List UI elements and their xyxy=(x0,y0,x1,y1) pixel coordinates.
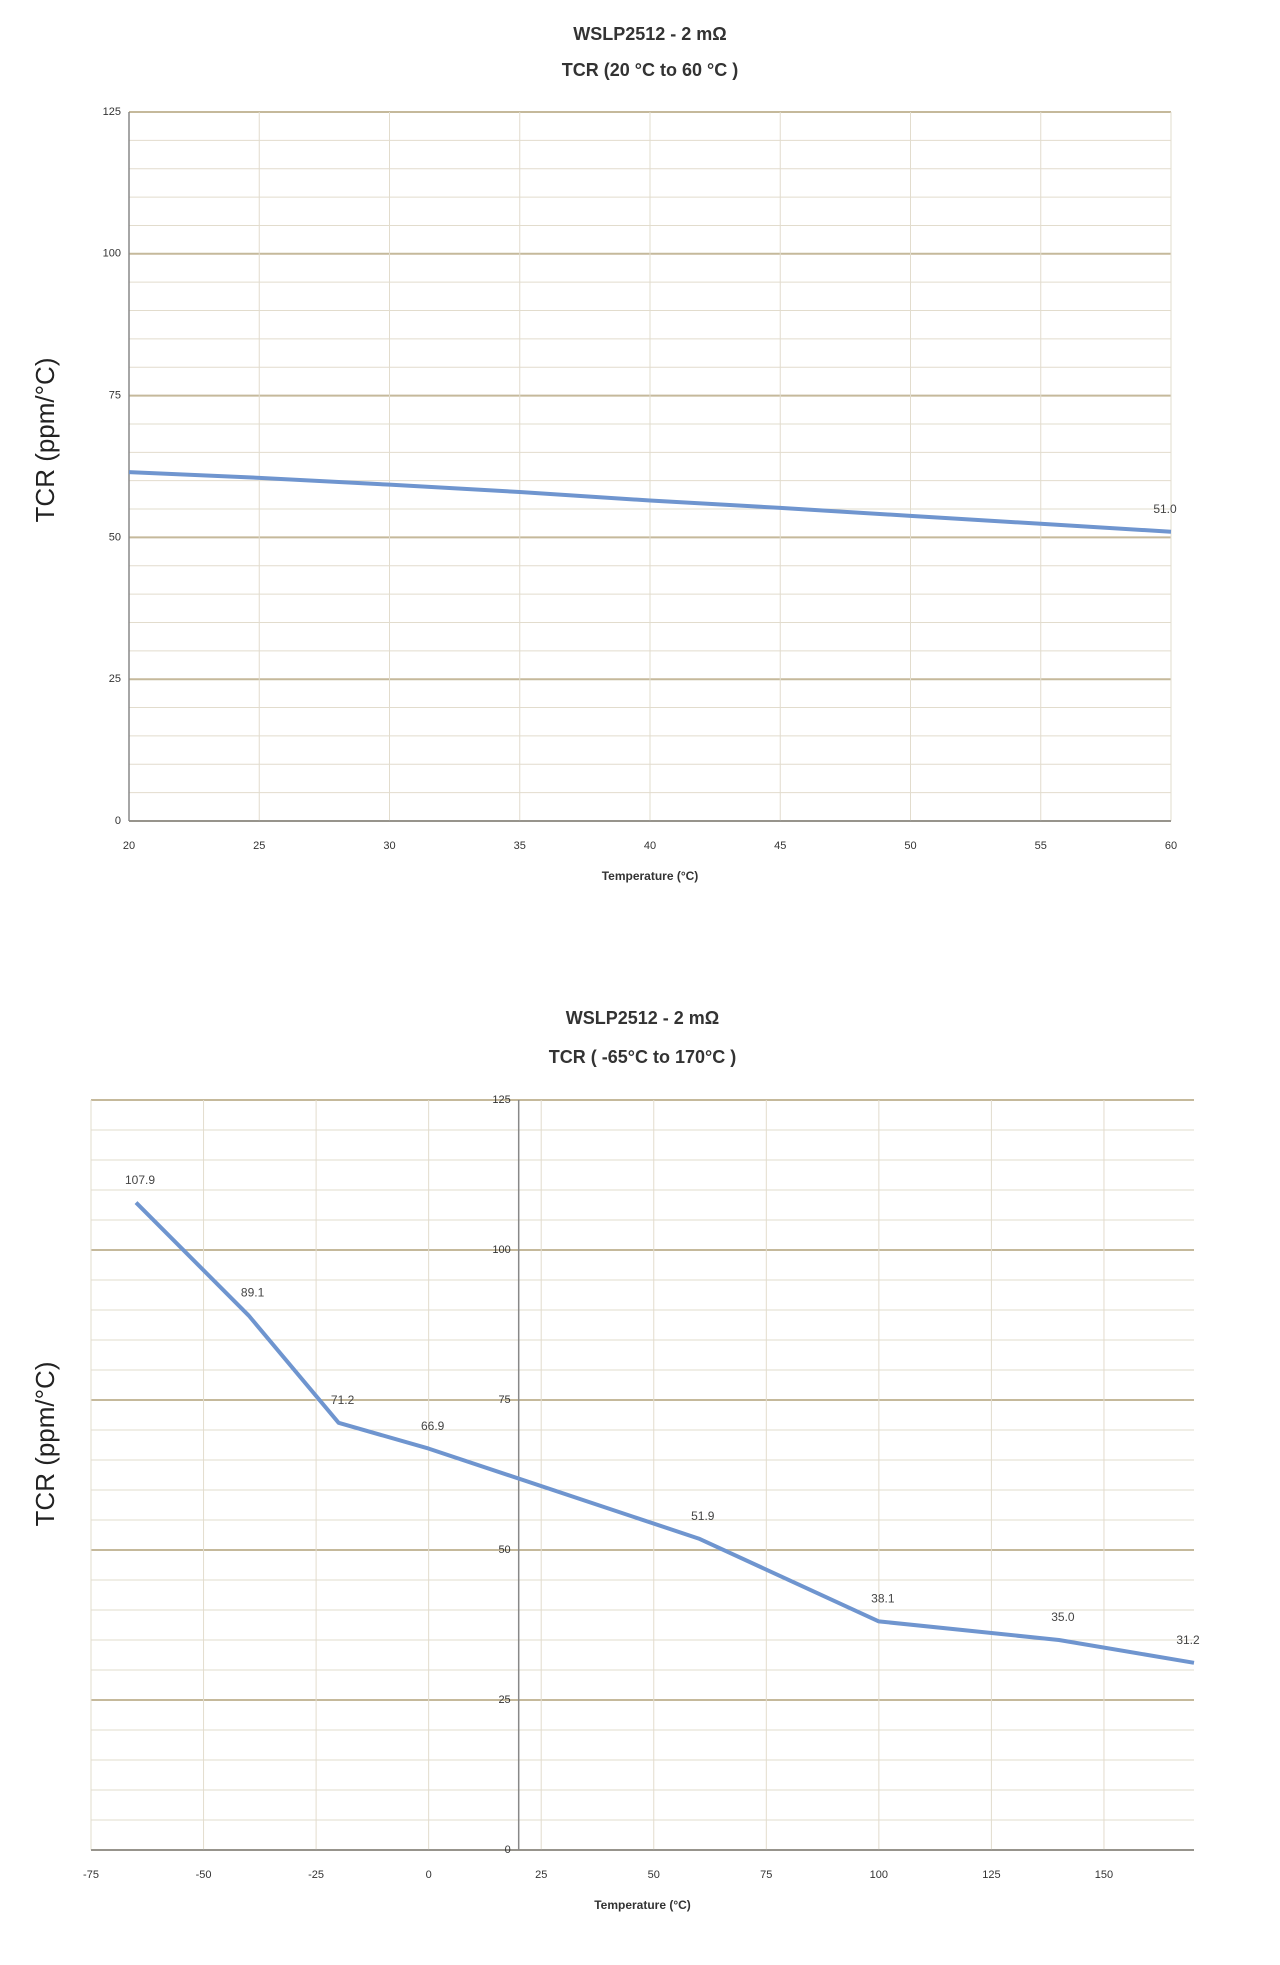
x-tick-label: 50 xyxy=(904,840,916,852)
chart-subtitle: TCR ( -65°C to 170°C ) xyxy=(549,1047,736,1067)
y-tick-label: 0 xyxy=(505,1844,511,1856)
x-tick-label: -25 xyxy=(308,1869,324,1881)
y-tick-label: 100 xyxy=(492,1244,510,1256)
x-tick-label: 0 xyxy=(426,1869,432,1881)
x-tick-label: 125 xyxy=(982,1869,1000,1881)
y-tick-label: 50 xyxy=(109,531,121,543)
x-tick-label: 30 xyxy=(383,840,395,852)
x-tick-label: 40 xyxy=(644,840,656,852)
y-tick-label: 25 xyxy=(109,673,121,685)
x-tick-label: -75 xyxy=(83,1869,99,1881)
data-label: 38.1 xyxy=(871,1592,895,1606)
y-tick-label: 50 xyxy=(498,1544,510,1556)
x-tick-label: 55 xyxy=(1035,840,1047,852)
data-label: 31.2 xyxy=(1176,1633,1200,1647)
y-tick-label: 100 xyxy=(103,248,121,260)
data-label: 35.0 xyxy=(1051,1610,1075,1624)
y-tick-label: 75 xyxy=(498,1394,510,1406)
x-tick-label: 25 xyxy=(253,840,265,852)
data-line xyxy=(134,1201,1195,1665)
data-label: 89.1 xyxy=(241,1286,265,1300)
x-tick-label: 45 xyxy=(774,840,786,852)
x-tick-label: 20 xyxy=(123,840,135,852)
x-axis-title: Temperature (°C) xyxy=(602,869,699,883)
data-line xyxy=(128,470,1172,534)
x-tick-label: 75 xyxy=(760,1869,772,1881)
data-label: 51.0 xyxy=(1153,502,1177,516)
y-tick-label: 125 xyxy=(103,106,121,118)
chart-subtitle: TCR (20 °C to 60 °C ) xyxy=(562,60,738,80)
x-axis-title: Temperature (°C) xyxy=(594,1898,691,1912)
chart-title: WSLP2512 - 2 mΩ xyxy=(573,24,726,44)
data-label: 51.9 xyxy=(691,1509,715,1523)
y-tick-label: 0 xyxy=(115,815,121,827)
y-tick-label: 125 xyxy=(492,1094,510,1106)
x-tick-label: 25 xyxy=(535,1869,547,1881)
y-axis-title: TCR (ppm/°C) xyxy=(30,358,60,523)
y-tick-label: 25 xyxy=(498,1694,510,1706)
data-label: 66.9 xyxy=(421,1419,445,1433)
x-tick-label: 60 xyxy=(1165,840,1177,852)
data-label: 107.9 xyxy=(125,1173,155,1187)
y-axis-title: TCR (ppm/°C) xyxy=(30,1362,60,1527)
chart-title: WSLP2512 - 2 mΩ xyxy=(566,1008,719,1028)
x-tick-label: 35 xyxy=(514,840,526,852)
x-tick-label: 100 xyxy=(870,1869,888,1881)
x-tick-label: 50 xyxy=(648,1869,660,1881)
y-tick-label: 75 xyxy=(109,390,121,402)
x-tick-label: 150 xyxy=(1095,1869,1113,1881)
data-label: 71.2 xyxy=(331,1393,355,1407)
x-tick-label: -50 xyxy=(196,1869,212,1881)
